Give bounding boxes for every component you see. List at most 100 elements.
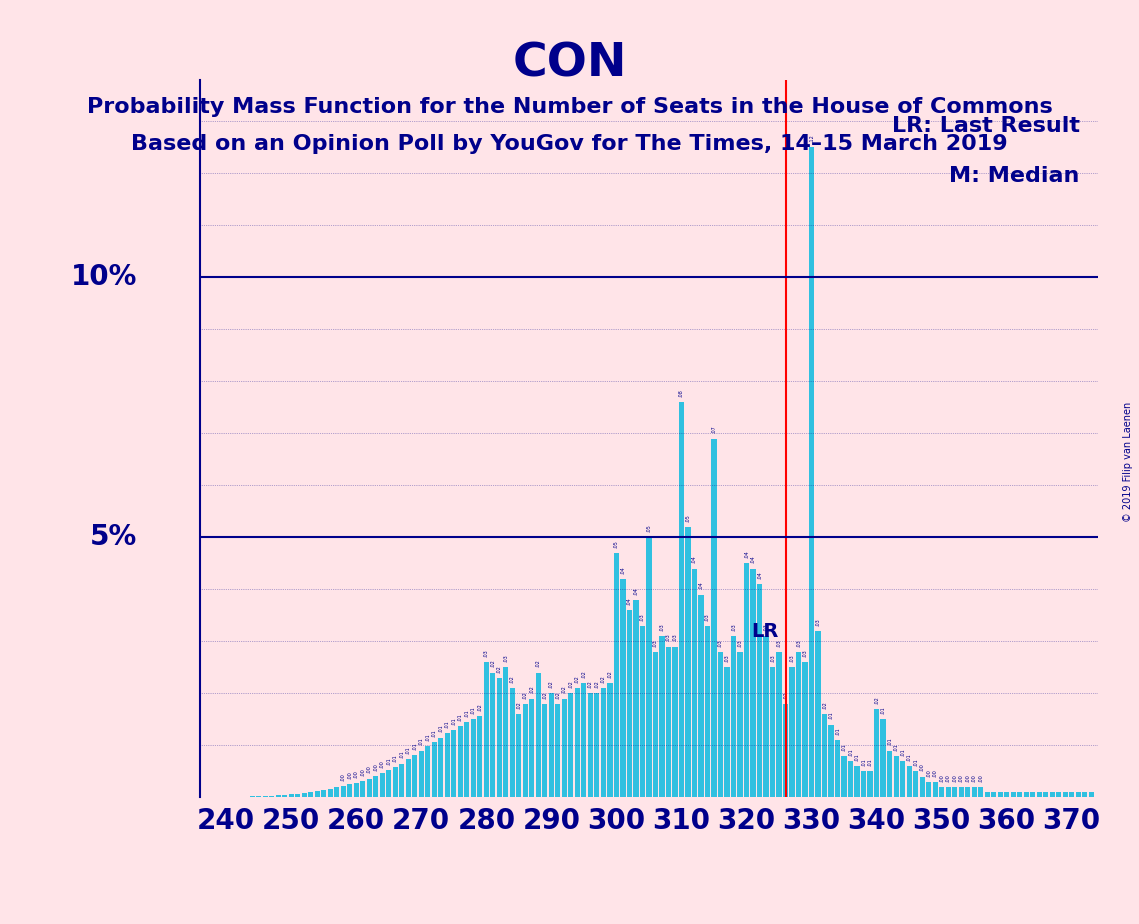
Text: .00: .00 <box>945 774 951 782</box>
Text: .01: .01 <box>861 759 866 766</box>
Text: .03: .03 <box>503 654 508 663</box>
Bar <box>256 796 261 797</box>
Bar <box>724 667 730 797</box>
Text: .03: .03 <box>718 638 723 647</box>
Bar <box>816 631 821 797</box>
Bar <box>295 794 301 797</box>
Text: .02: .02 <box>782 691 788 699</box>
Bar <box>302 793 306 797</box>
Bar <box>959 787 964 797</box>
Bar <box>334 787 339 797</box>
Bar <box>803 663 808 797</box>
Text: .02: .02 <box>549 680 554 688</box>
Bar <box>984 792 990 797</box>
Text: .02: .02 <box>601 675 606 683</box>
Text: .12: .12 <box>809 134 814 142</box>
Bar <box>763 636 769 797</box>
Bar <box>939 787 944 797</box>
Text: .04: .04 <box>751 555 755 564</box>
Text: .07: .07 <box>712 426 716 433</box>
Text: .03: .03 <box>653 638 658 647</box>
Text: .01: .01 <box>835 727 841 735</box>
Bar <box>490 673 495 797</box>
Bar <box>530 699 534 797</box>
Text: .03: .03 <box>770 654 775 663</box>
Bar <box>712 439 716 797</box>
Text: .02: .02 <box>588 680 593 688</box>
Bar <box>425 746 431 797</box>
Text: .00: .00 <box>919 763 925 772</box>
Bar <box>308 792 313 797</box>
Text: .02: .02 <box>874 696 879 704</box>
Text: .04: .04 <box>693 555 697 564</box>
Text: .02: .02 <box>595 680 599 688</box>
Text: .01: .01 <box>400 750 404 759</box>
Text: .00: .00 <box>360 768 366 775</box>
Text: © 2019 Filip van Laenen: © 2019 Filip van Laenen <box>1123 402 1133 522</box>
Bar <box>367 779 371 797</box>
Bar <box>653 651 658 797</box>
Text: .04: .04 <box>757 571 762 579</box>
Bar <box>465 723 469 797</box>
Text: .04: .04 <box>698 581 704 590</box>
Text: .02: .02 <box>490 660 495 667</box>
Bar <box>470 720 476 797</box>
Text: .02: .02 <box>575 675 580 683</box>
Bar <box>405 760 411 797</box>
Bar <box>666 647 671 797</box>
Text: .01: .01 <box>393 754 398 762</box>
Bar <box>789 667 795 797</box>
Text: .01: .01 <box>458 713 462 721</box>
Bar <box>646 538 652 797</box>
Bar <box>633 600 639 797</box>
Bar <box>393 767 398 797</box>
Bar <box>626 610 632 797</box>
Text: .01: .01 <box>419 737 424 746</box>
Text: 5%: 5% <box>90 523 138 552</box>
Text: .01: .01 <box>880 707 886 714</box>
Text: .01: .01 <box>412 742 417 749</box>
Bar <box>451 730 457 797</box>
Text: .00: .00 <box>940 774 944 782</box>
Bar <box>360 781 366 797</box>
Text: .00: .00 <box>354 770 359 778</box>
Text: .00: .00 <box>374 763 378 771</box>
Bar <box>1070 792 1074 797</box>
Bar <box>1043 792 1048 797</box>
Text: .03: .03 <box>803 650 808 657</box>
Bar <box>614 553 618 797</box>
Bar <box>321 790 326 797</box>
Text: .03: .03 <box>796 638 801 647</box>
Bar <box>880 720 886 797</box>
Bar <box>809 147 814 797</box>
Bar <box>1030 792 1035 797</box>
Bar <box>945 787 951 797</box>
Bar <box>737 651 743 797</box>
Text: .05: .05 <box>647 525 652 532</box>
Text: .02: .02 <box>535 660 541 667</box>
Text: .03: .03 <box>731 623 736 631</box>
Text: .02: .02 <box>510 675 515 683</box>
Bar <box>782 704 788 797</box>
Bar <box>991 792 997 797</box>
Bar <box>893 756 899 797</box>
Bar <box>861 772 866 797</box>
Text: .04: .04 <box>744 551 749 558</box>
Bar <box>503 667 508 797</box>
Text: .03: .03 <box>789 654 795 663</box>
Bar <box>686 527 690 797</box>
Bar <box>978 787 983 797</box>
Bar <box>535 673 541 797</box>
Text: .02: .02 <box>530 686 534 693</box>
Bar <box>672 647 678 797</box>
Bar <box>341 786 346 797</box>
Text: .02: .02 <box>607 670 613 677</box>
Bar <box>412 755 417 797</box>
Text: Based on an Opinion Poll by YouGov for The Times, 14–15 March 2019: Based on an Opinion Poll by YouGov for T… <box>131 134 1008 154</box>
Bar <box>399 763 404 797</box>
Text: .01: .01 <box>907 753 911 761</box>
Text: .04: .04 <box>626 597 632 605</box>
Text: LR: Last Result: LR: Last Result <box>892 116 1080 136</box>
Text: .04: .04 <box>621 566 625 574</box>
Bar <box>600 688 606 797</box>
